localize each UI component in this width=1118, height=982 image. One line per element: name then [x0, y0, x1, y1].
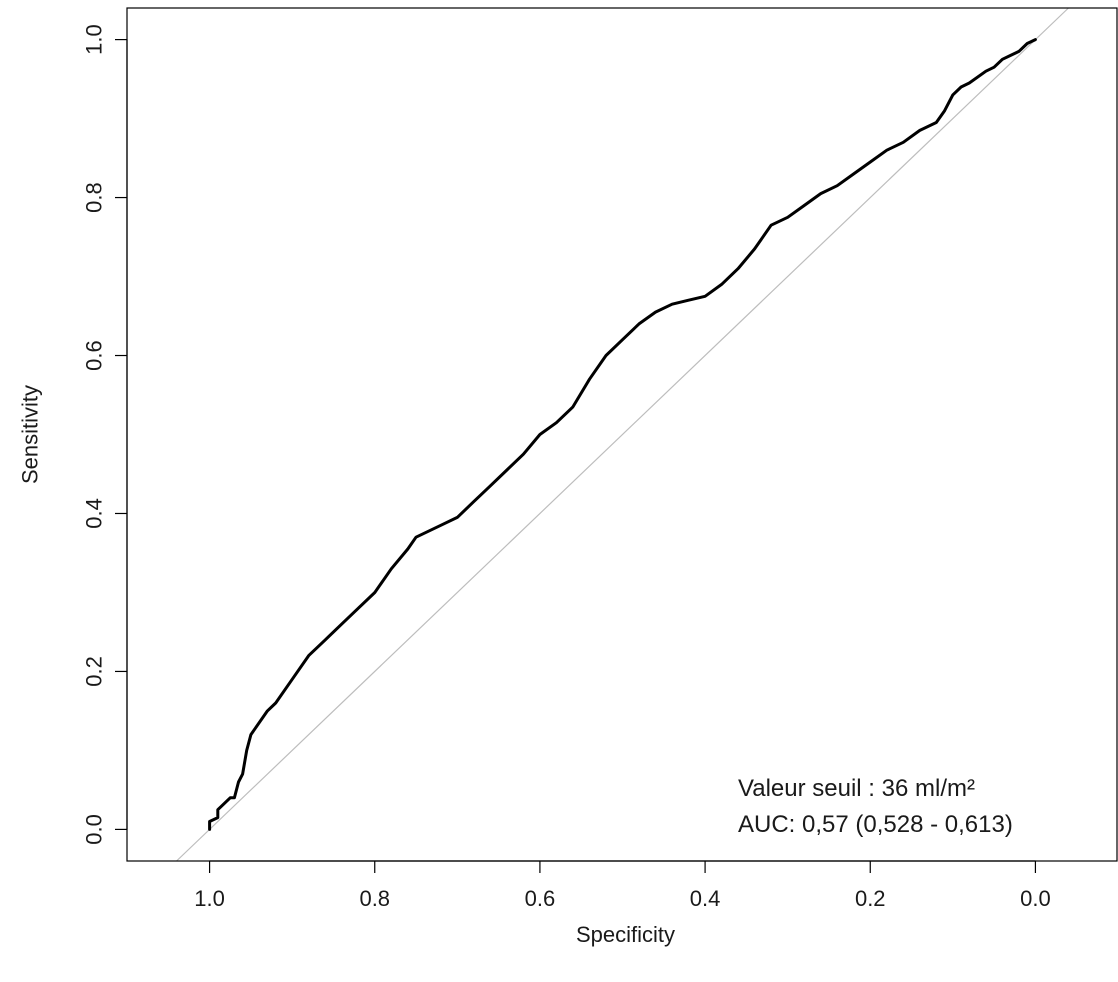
x-tick-label: 0.0 [1020, 886, 1051, 911]
y-axis-title: Sensitivity [18, 385, 43, 484]
roc-curve-line [208, 38, 1037, 831]
x-axis-title: Specificity [576, 922, 675, 947]
plot-area [176, 7, 1069, 862]
threshold-annotation: Valeur seuil : 36 ml/m² [738, 775, 975, 802]
y-tick-label: 0.0 [82, 814, 107, 845]
y-tick-label: 0.2 [82, 656, 107, 687]
y-tick-label: 0.4 [82, 498, 107, 529]
y-tick-label: 0.6 [82, 340, 107, 371]
x-tick-label: 0.4 [690, 886, 721, 911]
reference-diagonal-line [176, 7, 1069, 862]
y-tick-label: 0.8 [82, 182, 107, 213]
auc-annotation: AUC: 0,57 (0,528 - 0,613) [738, 811, 1013, 838]
x-tick-label: 0.6 [525, 886, 556, 911]
x-tick-label: 0.8 [359, 886, 390, 911]
x-axis: 1.0 0.8 0.6 0.4 0.2 0.0 [194, 860, 1051, 911]
x-tick-label: 1.0 [194, 886, 225, 911]
y-axis: 0.0 0.2 0.4 0.6 0.8 1.0 [82, 24, 128, 845]
x-tick-label: 0.2 [855, 886, 886, 911]
y-tick-label: 1.0 [82, 24, 107, 55]
